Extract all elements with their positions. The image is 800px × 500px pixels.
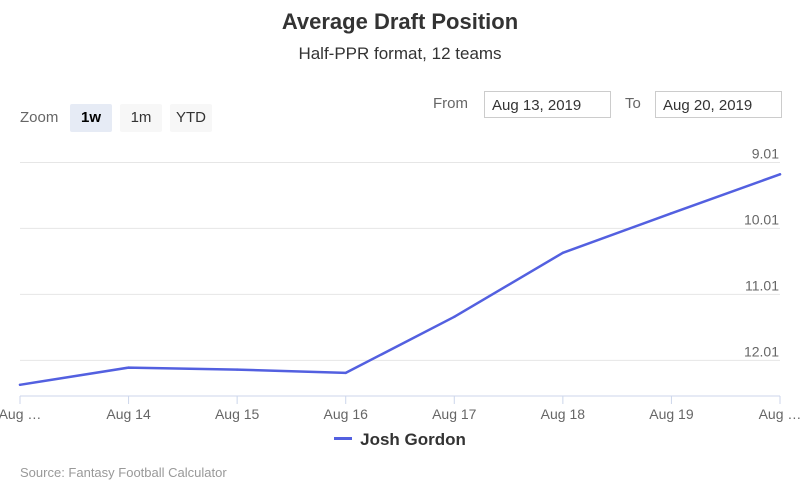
x-tick-label: Aug … bbox=[759, 406, 800, 422]
y-tick-label: 12.01 bbox=[744, 343, 779, 359]
x-tick-label: Aug 19 bbox=[649, 406, 694, 422]
zoom-1w-button[interactable]: 1w bbox=[70, 104, 112, 132]
x-tick-label: Aug 16 bbox=[324, 406, 369, 422]
x-tick-label: Aug 14 bbox=[106, 406, 151, 422]
data-point bbox=[453, 315, 456, 319]
zoom-1m-button[interactable]: 1m bbox=[120, 104, 162, 132]
range-from-label: From bbox=[433, 95, 468, 112]
data-point bbox=[235, 368, 239, 371]
chart-subtitle: Half-PPR format, 12 teams bbox=[298, 44, 502, 63]
x-tick-label: Aug … bbox=[0, 406, 41, 422]
range-from-input[interactable]: Aug 13, 2019 bbox=[484, 91, 611, 118]
chart-title: Average Draft Position bbox=[281, 9, 519, 34]
x-tick-label: Aug 15 bbox=[215, 406, 260, 422]
range-to-input[interactable]: Aug 20, 2019 bbox=[655, 91, 782, 118]
x-tick-label: Aug 17 bbox=[432, 406, 477, 422]
chart-credits: Source: Fantasy Football Calculator bbox=[20, 465, 227, 480]
range-to-label: To bbox=[625, 95, 641, 112]
zoom-label: Zoom bbox=[20, 109, 59, 126]
zoom-ytd-button[interactable]: YTD bbox=[170, 104, 212, 132]
data-point bbox=[561, 251, 565, 255]
y-tick-label: 10.01 bbox=[744, 211, 779, 227]
series-line-josh-gordon bbox=[18, 173, 782, 387]
legend-swatch bbox=[334, 437, 353, 441]
data-point bbox=[670, 212, 673, 215]
y-tick-label: 9.01 bbox=[752, 145, 779, 161]
x-tick-label: Aug 18 bbox=[541, 406, 586, 422]
data-point bbox=[18, 383, 22, 386]
data-point bbox=[778, 173, 782, 176]
data-point bbox=[344, 371, 347, 375]
legend-label[interactable]: Josh Gordon bbox=[360, 430, 466, 449]
y-tick-label: 11.01 bbox=[745, 277, 779, 293]
data-point bbox=[127, 366, 130, 369]
legend[interactable]: Josh Gordon bbox=[0, 430, 800, 450]
